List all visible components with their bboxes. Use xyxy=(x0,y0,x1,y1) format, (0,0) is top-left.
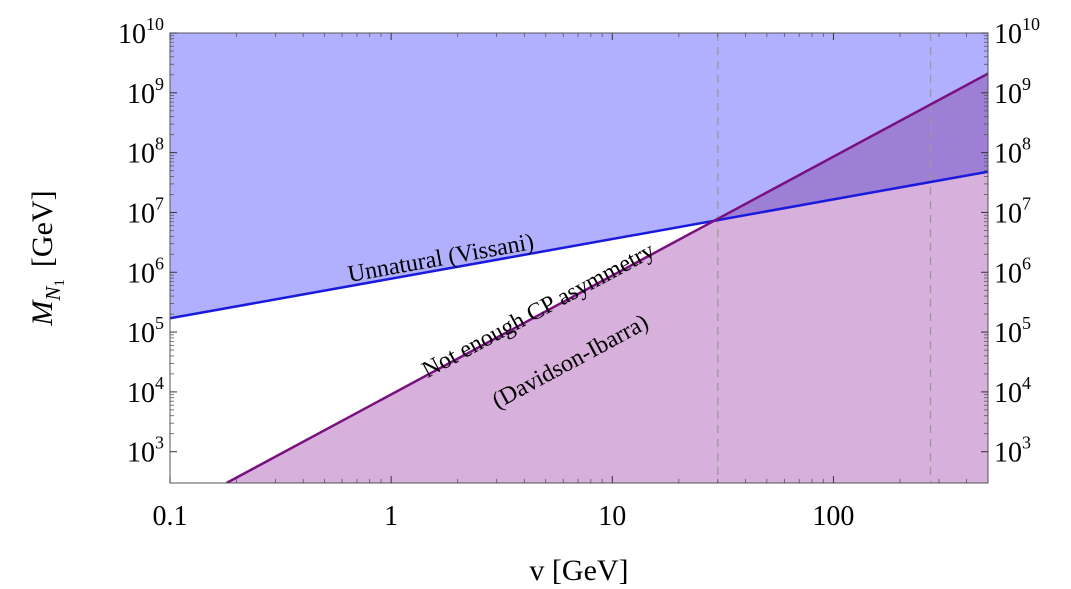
y-tick-label-left: 104 xyxy=(127,373,164,409)
unnatural-region xyxy=(170,33,988,319)
y-tick-label-right: 108 xyxy=(994,134,1031,170)
y-tick-label-left: 107 xyxy=(127,193,164,229)
y-tick-label-left: 105 xyxy=(127,313,164,349)
y-tick-label-left: 109 xyxy=(127,74,164,110)
y-tick-label-right: 1010 xyxy=(994,14,1040,50)
y-axis-title: MN1 [GeV] xyxy=(26,190,68,326)
y-tick-label-left: 103 xyxy=(127,433,164,469)
y-tick-label-left: 108 xyxy=(127,134,164,170)
x-tick-label: 1 xyxy=(384,501,398,532)
plot-frame xyxy=(169,32,989,484)
y-tick-label-right: 109 xyxy=(994,74,1031,110)
y-tick-label-right: 107 xyxy=(994,193,1031,229)
x-tick-label: 10 xyxy=(598,501,626,532)
x-axis-title: v [GeV] xyxy=(529,554,628,587)
x-tick-label: 0.1 xyxy=(153,501,188,532)
y-tick-label-left: 106 xyxy=(127,253,164,289)
y-axis-title-main: M xyxy=(26,299,59,327)
y-tick-label-left: 1010 xyxy=(118,14,164,50)
y-axis-title-subsub: 1 xyxy=(52,279,68,287)
y-axis-title-unit: [GeV] xyxy=(26,190,59,267)
y-tick-label-right: 106 xyxy=(994,253,1031,289)
x-tick-label: 100 xyxy=(812,501,854,532)
y-tick-label-right: 103 xyxy=(994,433,1031,469)
y-tick-label-right: 105 xyxy=(994,313,1031,349)
y-axis-title-sub: N xyxy=(41,286,65,302)
y-tick-label-right: 104 xyxy=(994,373,1031,409)
cp-asymmetry-boundary-line xyxy=(225,72,988,483)
unnatural-boundary-line xyxy=(170,170,988,320)
